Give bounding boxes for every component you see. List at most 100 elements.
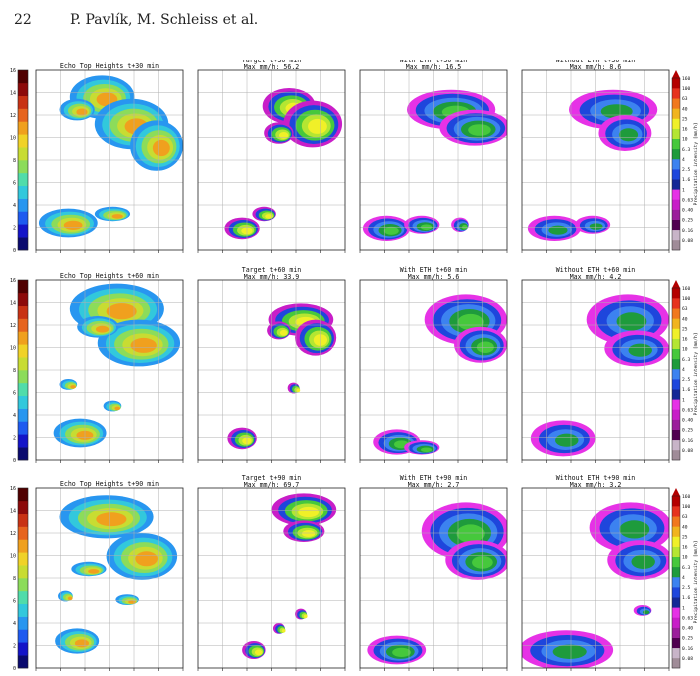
field-contour	[461, 224, 468, 230]
colorbar-segment	[672, 98, 680, 109]
precip-tick-label: 16	[682, 127, 688, 133]
precip-tick-label: 0.16	[682, 228, 693, 234]
eth-tick-label: 16	[10, 278, 16, 284]
colorbar-segment	[672, 449, 680, 461]
panel-r2-c1: Echo Top Heights t+60 min	[35, 272, 184, 463]
precip-tick-label: 63	[682, 96, 688, 102]
field-contour	[88, 569, 100, 574]
colorbar-segment	[18, 134, 28, 148]
panel-title: Target t+30 min	[242, 60, 302, 64]
panel-title: With ETH t+60 min	[400, 266, 468, 274]
field-contour	[67, 596, 73, 601]
colorbar-segment	[672, 526, 680, 537]
precip-tick-label: 1	[682, 605, 685, 611]
panel-grid	[198, 488, 345, 668]
colorbar-segment	[672, 158, 680, 170]
panel-grid	[522, 70, 669, 250]
precip-tick-label: 0.08	[682, 238, 693, 244]
running-authors: P. Pavlík, M. Schleiss et al.	[70, 12, 259, 28]
panel-max-label: Max mm/h: 3.2	[570, 481, 622, 489]
eth-tick-label: 4	[13, 621, 16, 627]
field-contour	[589, 223, 603, 230]
field-contour	[281, 629, 286, 633]
colorbar-segment	[18, 421, 28, 435]
colorbar-segment	[18, 603, 28, 617]
field-contour	[420, 224, 433, 231]
panel-max-label: Max mm/h: 5.6	[408, 273, 460, 281]
colorbar-segment	[672, 419, 680, 430]
precip-tick-label: 63	[682, 514, 688, 520]
colorbar-segment	[18, 292, 28, 307]
precip-tick-label: 0.25	[682, 428, 693, 434]
precip-tick-label: 2.5	[682, 585, 691, 591]
colorbar-segment	[672, 647, 680, 659]
colorbar-segment	[18, 70, 28, 84]
precip-tick-label: 0.63	[682, 407, 693, 413]
panel-title: Without ETH t+30 min	[556, 60, 635, 64]
panel-grid	[360, 488, 507, 668]
field-contour	[152, 139, 170, 157]
page-number: 22	[14, 12, 32, 28]
colorbar-segment	[672, 637, 680, 649]
precip-tick-label: 1.6	[682, 177, 691, 183]
precip-tick-label: 16	[682, 545, 688, 551]
panel-grid	[360, 280, 507, 460]
eth-tick-label: 2	[13, 226, 16, 232]
precip-tick-label: 10	[682, 137, 688, 143]
field-contour	[616, 312, 647, 331]
colorbar-segment	[18, 616, 28, 630]
eth-tick-label: 10	[10, 554, 16, 560]
precip-axis-label: Precipitation intensity [mm/h]	[693, 123, 699, 206]
field-contour	[111, 214, 123, 219]
colorbar-frame	[17, 487, 29, 669]
field-contour	[279, 329, 288, 336]
precip-tick-label: 25	[682, 326, 688, 332]
field-contour	[96, 512, 127, 527]
panel-max-label: Max mm/h: 56.2	[244, 63, 300, 71]
eth-tick-label: 8	[13, 368, 16, 374]
field-contour	[457, 313, 484, 331]
precip-tick-label: 40	[682, 316, 688, 322]
colorbar-frame	[17, 279, 29, 461]
precip-tick-label: 0.40	[682, 626, 693, 632]
colorbar-segment	[672, 617, 680, 628]
precip-field	[530, 294, 669, 457]
precip-tick-label: 0.25	[682, 218, 693, 224]
colorbar-frame	[671, 495, 681, 669]
eth-tick-label: 14	[10, 509, 16, 515]
precip-tick-label: 0.40	[682, 418, 693, 424]
precip-tick-label: 25	[682, 534, 688, 540]
colorbar-segment	[18, 590, 28, 605]
colorbar-segment	[672, 179, 680, 190]
colorbar-segment	[18, 305, 28, 319]
colorbar-segment	[672, 368, 680, 380]
precip-tick-label: 2.5	[682, 167, 691, 173]
colorbar-segment	[672, 536, 680, 547]
eth-tick-label: 8	[13, 576, 16, 582]
colorbar-segment	[18, 395, 28, 409]
colorbar-segment	[672, 556, 680, 568]
panel-grid	[36, 70, 183, 250]
colorbar-segment	[672, 546, 680, 558]
panel-grid	[522, 488, 669, 668]
colorbar-segment	[672, 389, 680, 400]
field-contour	[265, 214, 273, 219]
colorbar-segment	[672, 169, 680, 180]
field-contour	[628, 343, 652, 357]
colorbar-segment	[18, 95, 28, 109]
field-contour	[468, 124, 491, 136]
colorbar-segment	[18, 629, 28, 643]
colorbar-segment	[672, 209, 680, 220]
panel-title: Target t+60 min	[242, 266, 302, 274]
field-contour	[95, 325, 110, 333]
colorbar-frame	[671, 287, 681, 461]
colorbar-segment	[672, 78, 680, 89]
precip-tick-label: 6.3	[682, 357, 691, 363]
panel-title: Echo Top Heights t+30 min	[60, 62, 159, 70]
colorbar-segment	[672, 108, 680, 119]
colorbar-segment	[18, 526, 28, 540]
